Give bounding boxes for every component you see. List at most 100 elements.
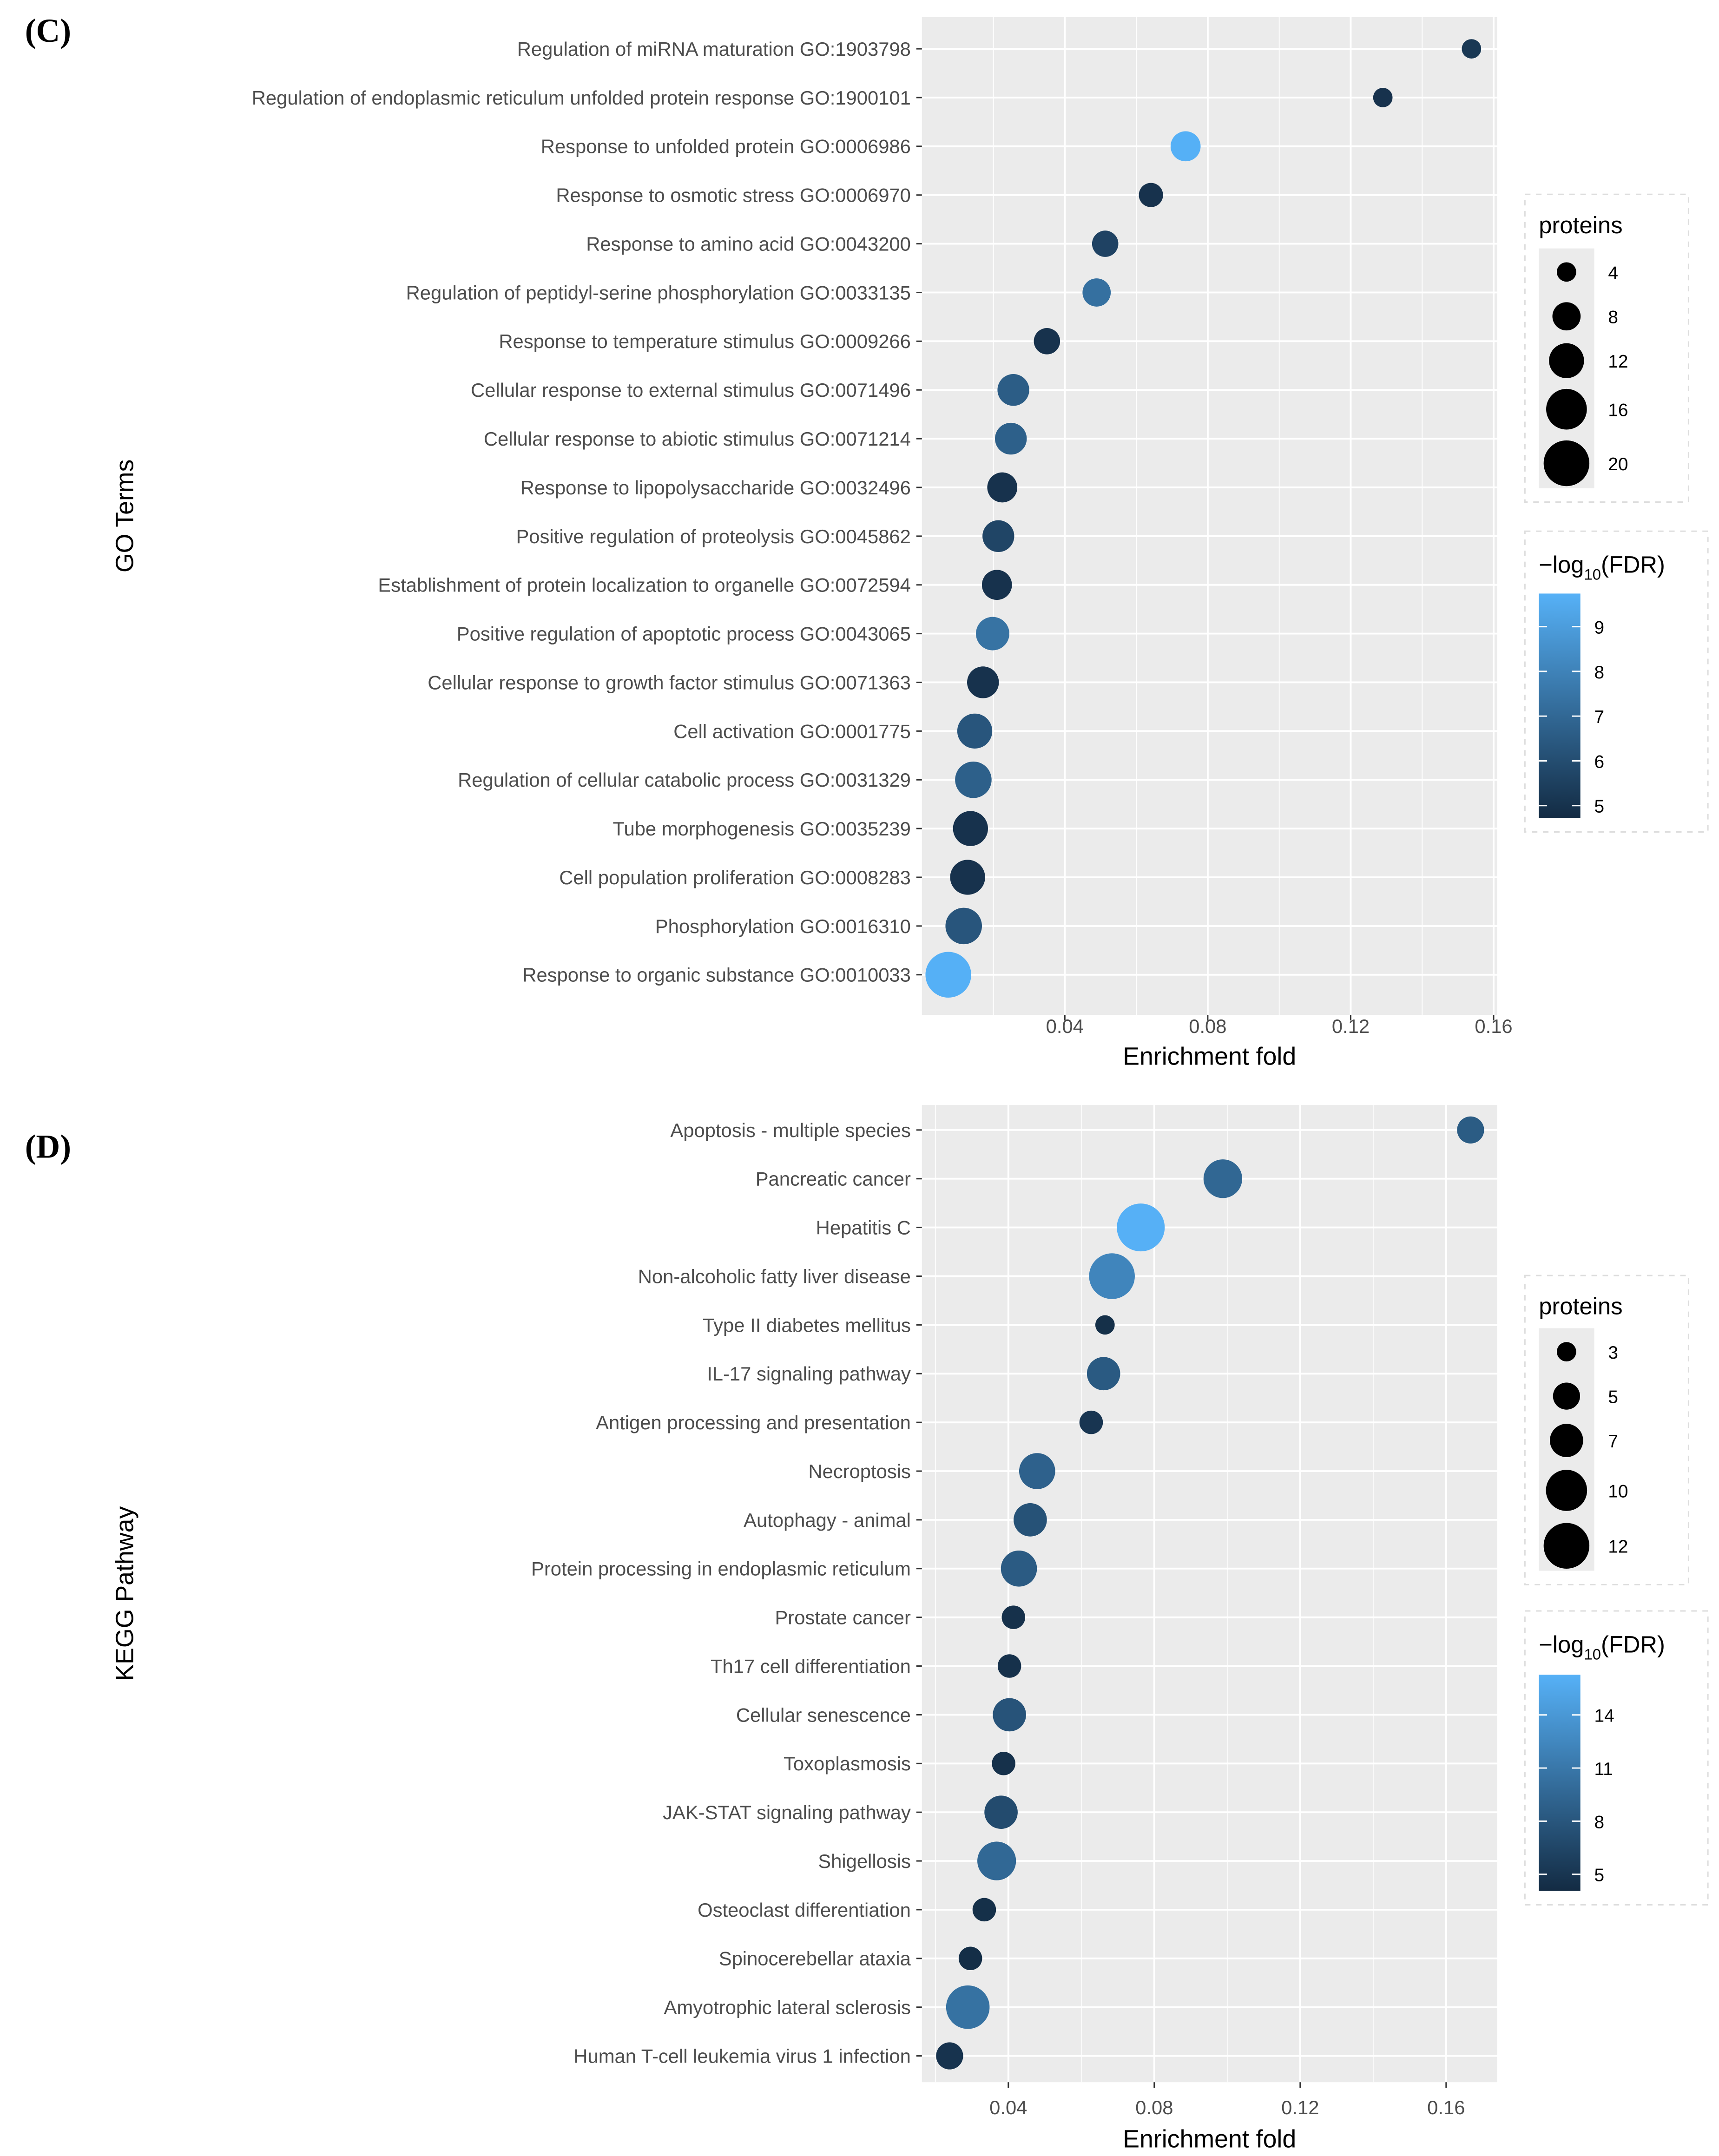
y-axis-title: KEGG Pathway <box>111 1506 138 1681</box>
colorbar-label: 8 <box>1594 663 1605 683</box>
color-legend: −log10(FDR) 9 8 7 6 5 <box>1524 530 1709 833</box>
legend-size-label: 12 <box>1608 1537 1628 1557</box>
y-tick-label: Th17 cell differentiation <box>711 1655 911 1677</box>
data-point <box>957 713 993 749</box>
data-point <box>1014 1503 1047 1537</box>
legend-border <box>1524 1275 1689 1585</box>
legend-title: −log10(FDR) <box>1539 1631 1665 1663</box>
y-tick-label: Cellular senescence <box>736 1704 911 1726</box>
data-point <box>925 952 971 998</box>
legend-size-dot <box>1543 1523 1590 1569</box>
legend-size-label: 3 <box>1608 1343 1618 1363</box>
colorbar-label: 11 <box>1594 1759 1613 1779</box>
data-point <box>1092 230 1119 257</box>
colorbar-label: 7 <box>1594 707 1605 727</box>
data-point <box>936 2042 963 2070</box>
legend-size-dot <box>1556 262 1576 282</box>
legend-size-label: 5 <box>1608 1387 1618 1407</box>
legend-title-suffix: (FDR) <box>1601 1631 1665 1657</box>
legend-title-prefix: −log <box>1539 552 1584 578</box>
panel-label: (D) <box>25 1129 71 1165</box>
legend-size-dot <box>1549 343 1584 378</box>
x-tick-label: 0.12 <box>1281 2097 1319 2118</box>
x-tick-label: 0.04 <box>1046 1015 1084 1037</box>
data-point <box>1087 1357 1120 1391</box>
y-tick-label: Hepatitis C <box>816 1217 911 1239</box>
data-point <box>1462 39 1482 59</box>
data-point <box>1095 1315 1115 1335</box>
x-axis-title: Enrichment fold <box>1123 2125 1296 2153</box>
legend-border <box>1524 193 1689 503</box>
legend-size-dot <box>1546 388 1587 430</box>
y-tick-label: Phosphorylation GO:0016310 <box>655 915 911 937</box>
data-point <box>1001 1550 1037 1587</box>
y-tick-label: Response to osmotic stress GO:0006970 <box>556 184 911 206</box>
y-tick-label: Establishment of protein localization to… <box>378 574 911 596</box>
y-tick-label: Cellular response to abiotic stimulus GO… <box>484 428 911 450</box>
data-point <box>972 1898 996 1922</box>
y-tick-label: Positive regulation of apoptotic process… <box>457 623 911 645</box>
data-point <box>1203 1159 1243 1198</box>
colorbar <box>1539 593 1581 818</box>
y-tick-label: Cell population proliferation GO:0008283 <box>559 867 911 888</box>
x-tick-label: 0.16 <box>1475 1015 1512 1037</box>
legend-size-label: 7 <box>1608 1432 1618 1452</box>
legend-size-label: 20 <box>1608 454 1628 474</box>
y-tick-label: Response to temperature stimulus GO:0009… <box>499 330 911 352</box>
legend-size-dot <box>1556 1342 1576 1362</box>
legend-border <box>1524 530 1709 833</box>
x-tick-label: 0.16 <box>1427 2097 1465 2118</box>
y-tick-label: Amyotrophic lateral sclerosis <box>664 1997 911 2018</box>
legend-size-dot <box>1552 302 1581 331</box>
panel-label: (C) <box>25 13 71 49</box>
x-tick-label: 0.04 <box>989 2097 1027 2118</box>
data-point <box>1170 131 1201 162</box>
data-point <box>1001 1605 1026 1629</box>
y-tick-label: Osteoclast differentiation <box>698 1899 911 1921</box>
data-point <box>1117 1203 1165 1252</box>
y-tick-label: Tube morphogenesis GO:0035239 <box>613 818 911 840</box>
legend-size-label: 12 <box>1608 352 1628 372</box>
data-point <box>995 422 1027 455</box>
legend-title-subscript: 10 <box>1584 566 1600 583</box>
data-point <box>1034 328 1060 355</box>
y-tick-label: Pancreatic cancer <box>756 1168 911 1190</box>
data-point <box>1019 1453 1055 1489</box>
x-axis-title: Enrichment fold <box>1123 1043 1296 1071</box>
data-point <box>950 860 985 895</box>
legend-size-dot <box>1553 1382 1580 1410</box>
legend-title: −log10(FDR) <box>1539 552 1665 583</box>
y-tick-label: Prostate cancer <box>775 1607 910 1629</box>
size-legend: proteins 4 8 12 16 20 <box>1524 193 1689 503</box>
colorbar <box>1539 1675 1581 1891</box>
panel-c: (C) Regulation of miRNA maturation GO:190… <box>25 13 1709 1071</box>
data-point <box>997 1654 1021 1678</box>
colorbar-label: 5 <box>1594 797 1605 817</box>
legend-title-suffix: (FDR) <box>1601 552 1665 578</box>
y-tick-label: Response to amino acid GO:0043200 <box>586 233 911 255</box>
data-point <box>953 811 988 846</box>
y-tick-label: Autophagy - animal <box>744 1509 911 1531</box>
legend-size-label: 4 <box>1608 263 1618 283</box>
y-tick-label: Necroptosis <box>808 1460 910 1482</box>
y-tick-label: JAK-STAT signaling pathway <box>663 1801 911 1823</box>
colorbar-label: 5 <box>1594 1866 1605 1886</box>
data-point <box>993 1698 1026 1732</box>
y-tick-label: Apoptosis - multiple species <box>670 1119 910 1141</box>
colorbar-label: 14 <box>1594 1706 1614 1726</box>
data-point <box>997 374 1029 406</box>
data-point <box>992 1752 1015 1775</box>
data-point <box>981 570 1012 600</box>
data-point <box>1089 1253 1135 1299</box>
y-tick-label: Regulation of peptidyl-serine phosphoryl… <box>406 282 911 303</box>
y-tick-label: Response to unfolded protein GO:0006986 <box>541 136 911 158</box>
y-tick-label: Protein processing in endoplasmic reticu… <box>531 1558 911 1580</box>
y-tick-label: Type II diabetes mellitus <box>703 1314 911 1336</box>
data-point <box>1139 183 1163 207</box>
y-tick-label: Toxoplasmosis <box>784 1753 911 1775</box>
legend-title: proteins <box>1539 212 1622 238</box>
y-tick-label: Regulation of endoplasmic reticulum unfo… <box>252 87 911 109</box>
y-tick-label: Regulation of miRNA maturation GO:190379… <box>517 38 911 60</box>
legend-title-subscript: 10 <box>1584 1645 1600 1663</box>
colorbar-label: 8 <box>1594 1812 1605 1832</box>
